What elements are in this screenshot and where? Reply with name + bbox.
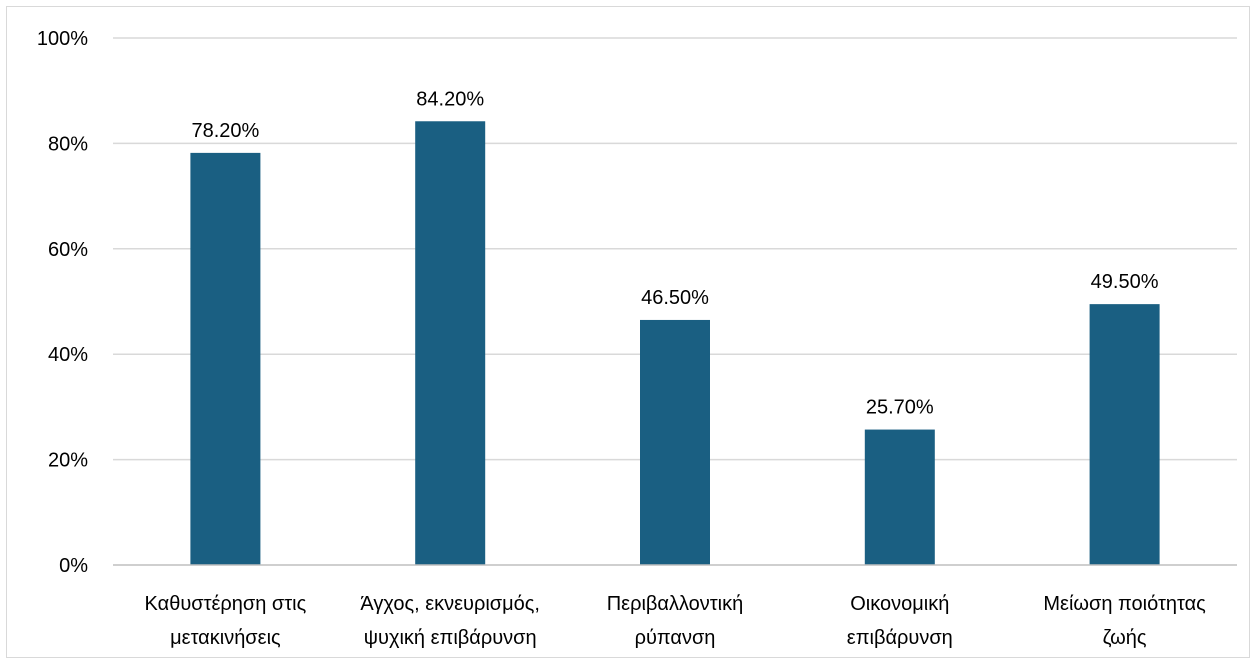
bar	[640, 319, 710, 565]
bars	[190, 121, 1160, 566]
y-tick-label: 0%	[59, 555, 88, 577]
data-label: 46.50%	[641, 287, 709, 309]
category-label: Οικονομική	[850, 593, 949, 615]
y-tick-label: 20%	[48, 450, 88, 472]
data-label: 78.20%	[191, 120, 259, 142]
y-tick-label: 60%	[48, 239, 88, 261]
category-label: Περιβαλλοντική	[607, 593, 744, 615]
category-label: Άγχος, εκνευρισμός,	[360, 593, 540, 615]
y-tick-label: 100%	[37, 28, 88, 50]
labels: 0% 20% 40% 60% 80% 100% 78.20% Καθυστέρηση στις…	[37, 28, 1206, 649]
y-tick-label: 80%	[48, 133, 88, 155]
category-label: ψυχική επιβάρυνση	[364, 627, 537, 649]
data-label: 25.70%	[866, 397, 934, 419]
data-label: 84.20%	[416, 88, 484, 110]
category-label: μετακινήσεις	[170, 627, 281, 649]
bar	[864, 429, 935, 565]
category-label: επιβάρυνση	[847, 627, 953, 649]
bar	[190, 152, 261, 566]
category-label: Καθυστέρηση στις	[145, 593, 307, 615]
bar	[1089, 304, 1160, 565]
category-label: Μείωση ποιότητας	[1043, 593, 1206, 615]
category-label: ζωής	[1103, 627, 1147, 649]
bar	[415, 121, 486, 566]
category-label: ρύπανση	[635, 627, 716, 649]
y-tick-label: 40%	[48, 344, 88, 366]
data-label: 49.50%	[1091, 271, 1159, 293]
